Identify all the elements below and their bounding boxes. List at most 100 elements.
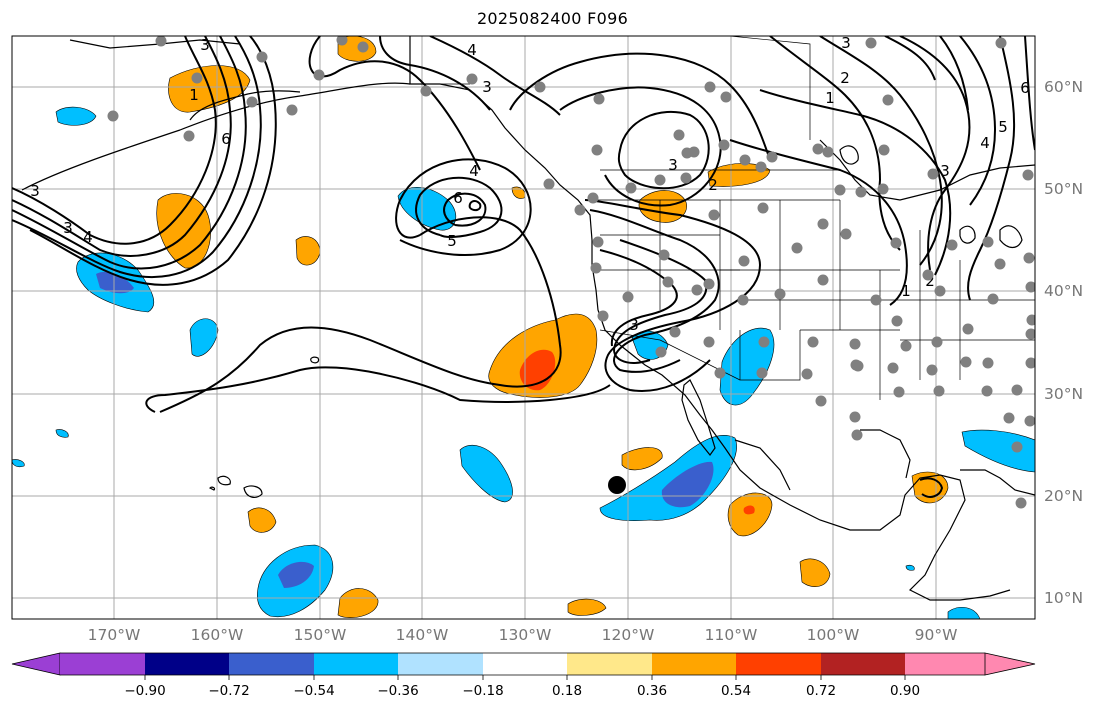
station-marker [882,94,894,106]
station-markers [107,36,1035,509]
lat-lon-grid [12,36,1035,619]
negative-anomaly-region [947,606,981,619]
state-borders [410,36,1035,400]
lat-label: 10°N [1044,589,1084,607]
contour-label: 5 [447,232,457,250]
contour-label: 3 [940,162,950,180]
anomaly-shading [12,36,1035,619]
colorbar-bin [821,653,905,675]
lon-label: 140°W [395,626,449,644]
station-marker [597,310,609,322]
station-marker [592,236,604,248]
station-marker [691,284,703,296]
station-marker [870,294,882,306]
station-marker [654,174,666,186]
negative-anomaly-region [55,106,97,126]
station-marker [982,236,994,248]
station-marker [934,285,946,297]
station-marker [183,130,195,142]
colorbar-extend-low [11,652,61,676]
station-marker [755,161,767,173]
station-marker [840,228,852,240]
negative-anomaly-region [397,187,457,231]
station-marker [931,336,943,348]
colorbar-tick-label: −0.90 [124,683,166,699]
station-marker [669,326,681,338]
lon-label: 90°W [914,626,958,644]
station-marker [995,37,1007,49]
lon-label: 110°W [704,626,758,644]
colorbar-tick-label: 0.54 [720,683,752,699]
colorbar-tick-label: −0.72 [208,683,250,699]
station-marker [739,154,751,166]
station-marker [625,182,637,194]
colorbar-tick-label: 0.90 [889,683,921,699]
contour-label: 4 [467,41,477,59]
station-marker [756,367,768,379]
positive-anomaly-region [295,236,321,266]
colorbar-bin [483,653,567,675]
contour-label: 1 [189,86,199,104]
station-marker [922,269,934,281]
station-marker [543,178,555,190]
station-marker [590,262,602,274]
station-marker [191,72,203,84]
station-marker [817,274,829,286]
contour-labels: 3 3 4 6 5 4 3 6 3 4 1 2 3 2 1 3 4 5 6 3 … [30,34,1030,334]
negative-anomaly-region [55,429,69,438]
negative-anomaly-region [459,445,513,503]
contour-label: 3 [63,219,73,237]
station-marker [286,104,298,116]
positive-anomaly-region [156,193,211,269]
colorbar-tick-label: 0.72 [805,683,837,699]
contour-label: 3 [482,78,492,96]
strong-negative-anomaly-region [96,271,134,294]
station-marker [933,385,945,397]
station-marker [982,357,994,369]
station-marker [534,81,546,93]
contour-label: 3 [841,34,851,52]
positive-anomaly-region [337,588,379,619]
colorbar-bin [905,653,985,675]
map-title: 2025082400 F096 [476,9,629,28]
station-marker [926,364,938,376]
station-marker [107,110,119,122]
station-marker [1022,169,1034,181]
station-marker [801,368,813,380]
station-marker [865,37,877,49]
lat-label: 50°N [1044,180,1084,198]
colorbar-bin [314,653,398,675]
station-marker [1024,415,1035,427]
negative-anomaly-region [189,318,219,357]
station-marker [703,278,715,290]
station-marker [815,395,827,407]
station-marker [714,367,726,379]
station-marker [256,51,268,63]
station-marker [855,186,867,198]
contour-label: 4 [83,228,93,246]
station-marker [877,183,889,195]
station-marker [1025,281,1035,293]
coastlines [21,36,1035,601]
lat-label: 40°N [1044,282,1084,300]
colorbar-tick-label: −0.36 [377,683,419,699]
station-marker [994,258,1006,270]
negative-anomaly-region [599,434,737,521]
station-marker [900,340,912,352]
station-marker [834,184,846,196]
station-marker [757,202,769,214]
strong-positive-anomaly-region [743,505,755,515]
station-marker [622,291,634,303]
positive-anomaly-region [799,558,831,587]
station-marker [336,36,348,46]
station-marker [852,360,864,372]
lon-label: 100°W [806,626,860,644]
colorbar-tick-label: −0.54 [293,683,335,699]
colorbar-tick-label: 0.36 [636,683,668,699]
station-marker [1025,357,1035,369]
contour-label: 2 [925,272,935,290]
station-marker [849,411,861,423]
station-marker [812,143,824,155]
station-marker [246,96,258,108]
